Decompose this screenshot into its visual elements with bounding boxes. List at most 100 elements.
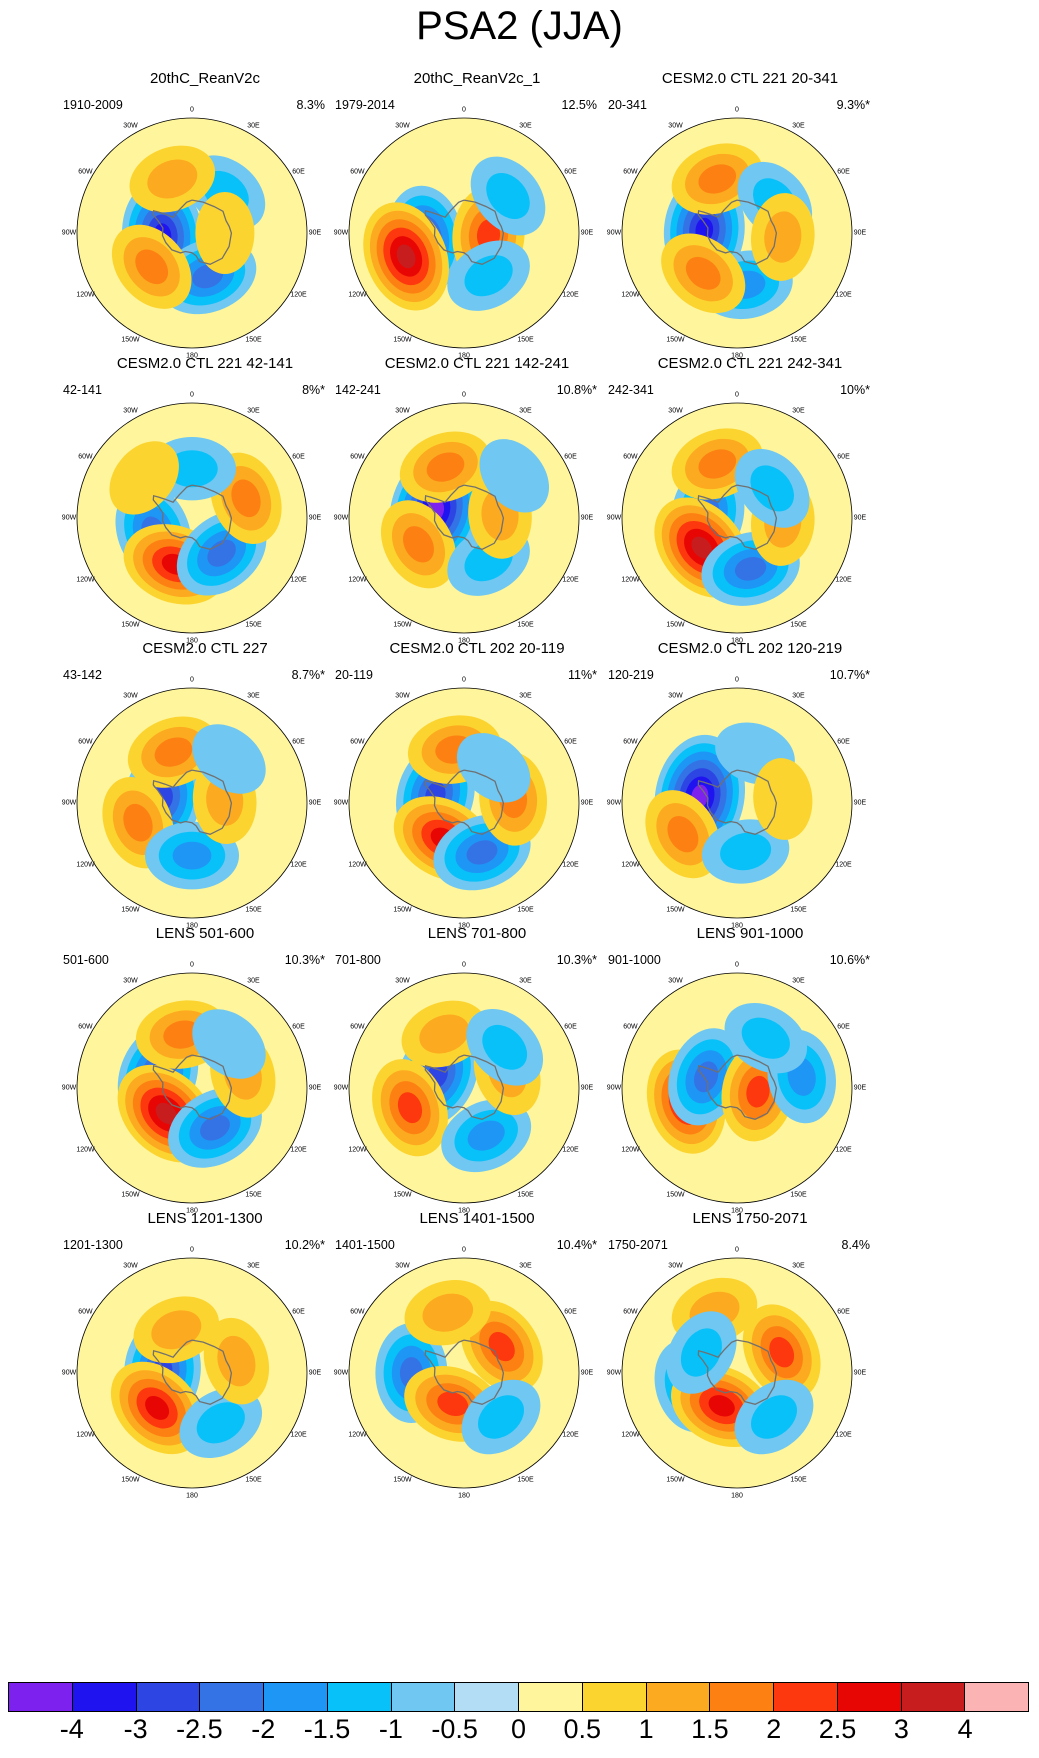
- longitude-label: 150E: [245, 621, 262, 629]
- longitude-label: 90W: [606, 1369, 622, 1377]
- longitude-label: 90W: [61, 1084, 77, 1092]
- anomaly-contour: [486, 172, 530, 220]
- panel-variance: 8%*: [302, 383, 325, 397]
- panel-variance: 8.4%: [841, 1238, 871, 1252]
- longitude-label: 30W: [395, 1262, 410, 1270]
- longitude-label: 0: [462, 391, 466, 399]
- longitude-label: 150E: [517, 336, 534, 344]
- map-panel: CESM2.0 CTL 227 43-142 8.7%* 0 30E 60E 90E 120E…: [55, 640, 355, 950]
- map-panel: CESM2.0 CTL 202 20-119 20-119 11%* 0 30E 60E 9…: [327, 640, 627, 950]
- longitude-label: 60W: [350, 738, 365, 745]
- anomaly-contour: [769, 1336, 795, 1368]
- polar-map: [348, 1257, 580, 1489]
- anomaly-contour: [667, 816, 699, 853]
- polar-map: [621, 402, 853, 634]
- panel-variance: 10.6%*: [829, 953, 870, 967]
- anomaly-contour: [196, 1402, 245, 1444]
- panel-title: 20thC_ReanV2c_1: [413, 70, 541, 87]
- polar-map: [621, 972, 853, 1204]
- map-panel: CESM2.0 CTL 221 20-341 20-341 9.3%* 0 30E 60E…: [600, 70, 900, 380]
- panel-period: 1910-2009: [63, 98, 123, 112]
- longitude-label: 30E: [247, 407, 260, 415]
- longitude-label: 60W: [78, 738, 93, 745]
- longitude-label: 30E: [247, 122, 260, 130]
- polar-map: [621, 687, 853, 919]
- antarctic-coastline: [424, 1339, 505, 1405]
- anomaly-contour: [720, 832, 772, 871]
- longitude-label: 90W: [333, 1084, 349, 1092]
- longitude-label: 90E: [308, 799, 322, 807]
- longitude-label: 150W: [393, 621, 412, 629]
- longitude-label: 0: [462, 961, 466, 969]
- longitude-label: 0: [735, 391, 739, 399]
- panel-title: CESM2.0 CTL 221 20-341: [661, 70, 839, 87]
- longitude-label: 60E: [564, 168, 577, 175]
- anomaly-contour: [151, 1310, 202, 1350]
- longitude-label: 30E: [792, 122, 805, 130]
- longitude-label: 150E: [790, 1191, 807, 1199]
- polar-map: [348, 117, 580, 349]
- longitude-label: 90E: [580, 514, 594, 522]
- longitude-label: 30W: [123, 1262, 138, 1270]
- longitude-label: 180: [731, 637, 743, 645]
- longitude-label: 0: [462, 1246, 466, 1254]
- map-border: [621, 687, 853, 919]
- longitude-label: 90E: [580, 1369, 594, 1377]
- anomaly-contour: [456, 733, 531, 803]
- longitude-label: 60W: [623, 453, 638, 460]
- antarctic-coastline: [424, 199, 505, 265]
- anomaly-contour: [734, 556, 767, 581]
- anomaly-contour: [698, 449, 737, 479]
- longitude-label: 120W: [621, 576, 640, 583]
- longitude-label: 120E: [562, 1431, 579, 1438]
- longitude-label: 60E: [292, 1308, 305, 1315]
- map-border: [76, 687, 308, 919]
- longitude-label: 180: [731, 1492, 743, 1500]
- longitude-label: 90W: [61, 799, 77, 807]
- longitude-label: 60W: [350, 1308, 365, 1315]
- map-border: [348, 117, 580, 349]
- panel-variance: 11%*: [568, 668, 597, 682]
- antarctic-coastline: [152, 199, 233, 265]
- polar-map: [76, 1257, 308, 1489]
- longitude-label: 0: [190, 391, 194, 399]
- longitude-label: 150W: [393, 906, 412, 914]
- colorbar-cell: [710, 1683, 774, 1711]
- anomaly-contour: [172, 841, 212, 870]
- colorbar-tick-label: 0: [510, 1714, 527, 1744]
- longitude-label: 30W: [668, 407, 683, 415]
- longitude-label: 0: [462, 106, 466, 114]
- longitude-label: 60E: [837, 738, 850, 745]
- longitude-label: 150E: [517, 906, 534, 914]
- colorbar-cell: [901, 1683, 966, 1711]
- longitude-label: 30W: [668, 977, 683, 985]
- colorbar-tick-label: 2.5: [818, 1714, 857, 1744]
- longitude-label: 150W: [121, 906, 140, 914]
- panel-title: LENS 1750-2071: [692, 1210, 808, 1227]
- longitude-label: 60W: [623, 1023, 638, 1030]
- anomaly-contour: [422, 1293, 474, 1332]
- antarctic-coastline: [152, 769, 233, 835]
- panel-period: 42-141: [63, 383, 102, 397]
- anomaly-contour: [698, 164, 737, 194]
- longitude-label: 120E: [290, 1146, 307, 1153]
- longitude-label: 120W: [76, 291, 95, 298]
- longitude-label: 60E: [564, 738, 577, 745]
- antarctic-coastline: [424, 1054, 505, 1120]
- longitude-label: 0: [735, 961, 739, 969]
- panel-title: LENS 1401-1500: [419, 1210, 535, 1227]
- panel-period: 120-219: [608, 668, 654, 682]
- longitude-label: 120W: [348, 861, 367, 868]
- panel-title: LENS 501-600: [155, 925, 255, 942]
- longitude-label: 60E: [564, 1023, 577, 1030]
- longitude-label: 180: [186, 1207, 198, 1215]
- longitude-label: 150W: [121, 621, 140, 629]
- anomaly-contour: [163, 1020, 202, 1049]
- colorbar: [8, 1682, 1029, 1712]
- longitude-label: 90W: [606, 229, 622, 237]
- longitude-label: 120W: [621, 1431, 640, 1438]
- panel-variance: 8.7%*: [291, 668, 325, 682]
- longitude-label: 120E: [835, 576, 852, 583]
- panel-period: 1401-1500: [335, 1238, 395, 1252]
- longitude-label: 90E: [308, 514, 322, 522]
